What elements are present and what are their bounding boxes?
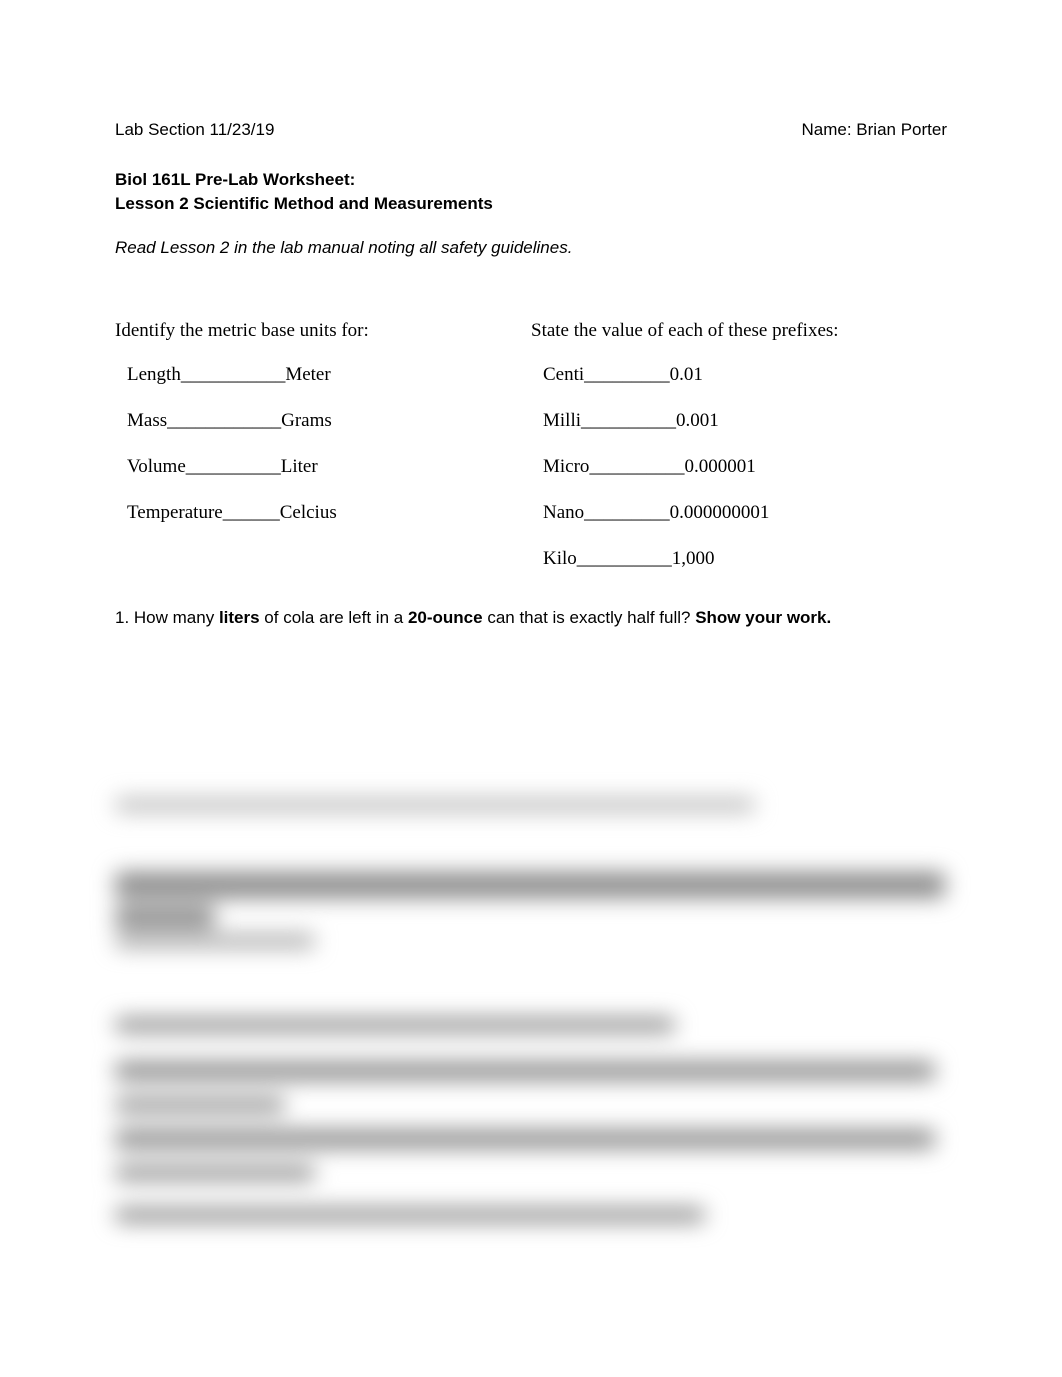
prefix-blank: __________ (581, 410, 676, 431)
unit-label: Temperature (127, 502, 223, 523)
q1-b1: liters (219, 608, 260, 627)
blurred-line (115, 872, 945, 898)
base-units-heading: Identify the metric base units for: (115, 320, 531, 342)
q1-b3: Show your work. (695, 608, 831, 627)
q1-b2: 20-ounce (408, 608, 483, 627)
prefix-blank: __________ (589, 456, 684, 477)
unit-row-mass: Mass____________Grams (115, 410, 531, 432)
blurred-line (115, 1130, 935, 1148)
question-1: 1. How many liters of cola are left in a… (115, 608, 947, 628)
prefix-row-micro: Micro__________0.000001 (531, 456, 947, 478)
unit-row-temperature: Temperature______Celcius (115, 502, 531, 524)
prefix-label: Nano (543, 502, 584, 523)
prefix-label: Centi (543, 364, 584, 385)
q1-num: 1. (115, 608, 134, 627)
prefix-blank: _________ (584, 364, 670, 385)
prefix-value: 0.01 (670, 364, 703, 385)
blurred-line (115, 1062, 935, 1080)
unit-value: Meter (285, 364, 330, 385)
unit-blank: ____________ (167, 410, 281, 431)
prefix-value: 0.001 (676, 410, 719, 431)
prefixes-heading: State the value of each of these prefixe… (531, 320, 947, 342)
prefix-value: 1,000 (672, 548, 715, 569)
student-name: Name: Brian Porter (802, 120, 948, 140)
q1-t2: of cola are left in a (260, 608, 408, 627)
unit-label: Mass (127, 410, 167, 431)
unit-row-length: Length___________Meter (115, 364, 531, 386)
prefix-blank: __________ (577, 548, 672, 569)
prefix-blank: _________ (584, 502, 670, 523)
prefix-label: Kilo (543, 548, 577, 569)
prefix-label: Milli (543, 410, 581, 431)
blurred-line (115, 798, 755, 812)
blurred-hidden-content (115, 798, 947, 1222)
prefix-row-nano: Nano_________0.000000001 (531, 502, 947, 524)
unit-label: Length (127, 364, 181, 385)
prefix-value: 0.000001 (684, 456, 755, 477)
q1-t3: can that is exactly half full? (483, 608, 696, 627)
unit-blank: ______ (223, 502, 280, 523)
blurred-line (115, 1018, 675, 1032)
blurred-line (115, 906, 215, 928)
worksheet-title-line2: Lesson 2 Scientific Method and Measureme… (115, 192, 947, 216)
prefix-row-milli: Milli__________0.001 (531, 410, 947, 432)
unit-label: Volume (127, 456, 186, 477)
prefix-row-centi: Centi_________0.01 (531, 364, 947, 386)
blurred-line (115, 1098, 285, 1112)
instruction-text: Read Lesson 2 in the lab manual noting a… (115, 238, 947, 258)
worksheet-title-line1: Biol 161L Pre-Lab Worksheet: (115, 168, 947, 192)
blurred-line (115, 1166, 315, 1180)
prefix-row-kilo: Kilo__________1,000 (531, 548, 947, 570)
unit-value: Celcius (280, 502, 337, 523)
unit-value: Grams (281, 410, 332, 431)
blurred-line (115, 1208, 705, 1222)
unit-blank: __________ (186, 456, 281, 477)
unit-row-volume: Volume__________Liter (115, 456, 531, 478)
lab-section: Lab Section 11/23/19 (115, 120, 274, 140)
q1-t1: How many (134, 608, 219, 627)
prefix-value: 0.000000001 (670, 502, 770, 523)
blurred-line (115, 934, 315, 948)
unit-blank: ___________ (181, 364, 286, 385)
prefix-label: Micro (543, 456, 589, 477)
unit-value: Liter (281, 456, 318, 477)
